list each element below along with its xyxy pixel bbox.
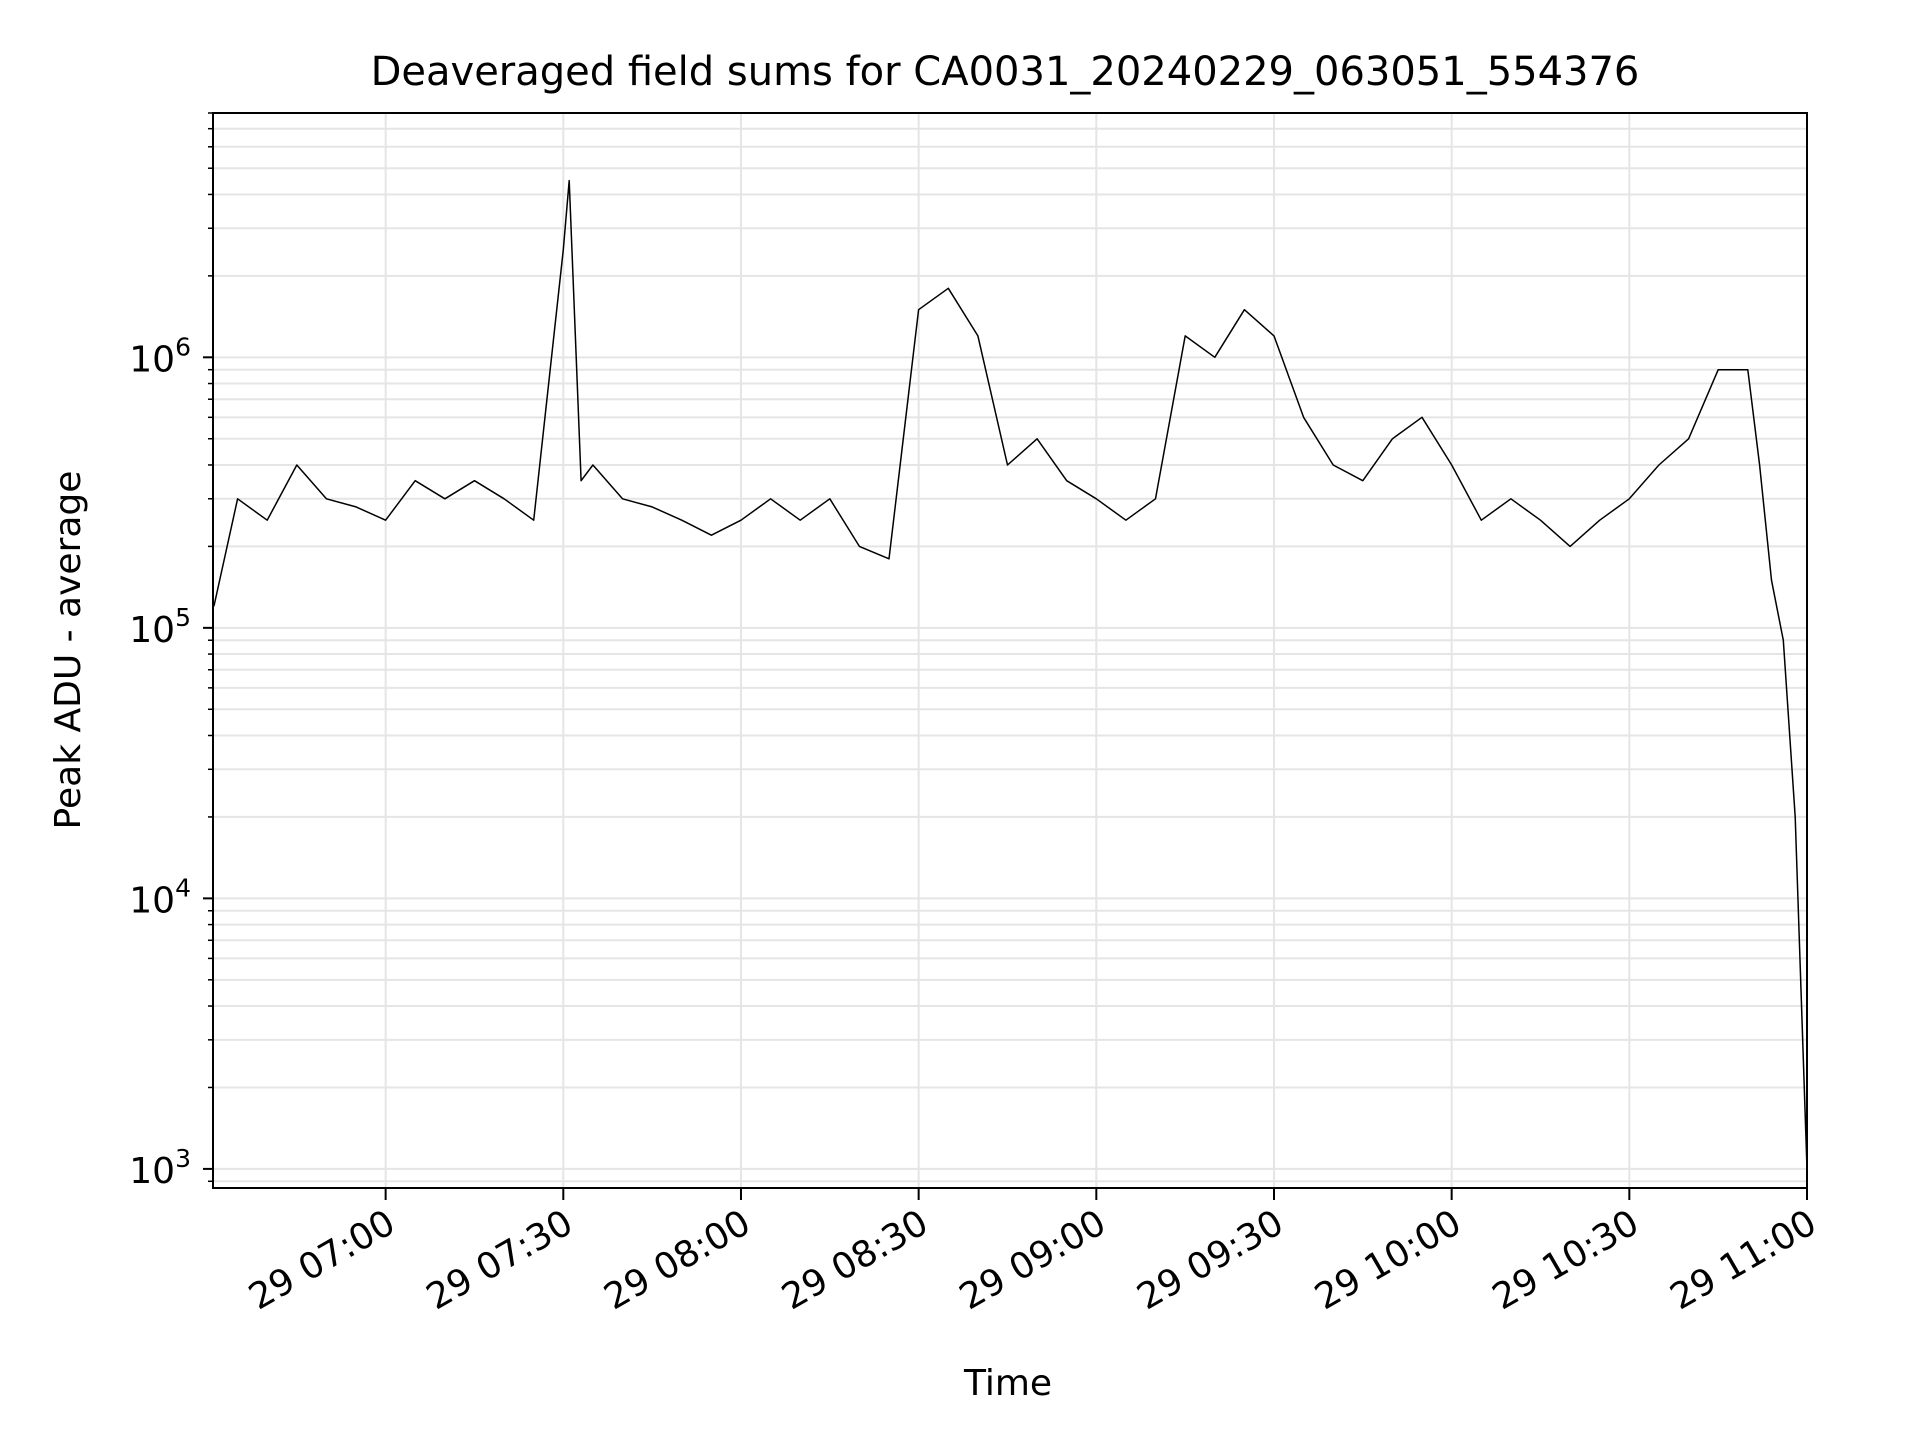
series-line [213, 179, 1808, 1169]
data-line-layer [213, 179, 1808, 1169]
x-axis-label: Time [963, 1363, 1052, 1404]
y-tick-label: 105 [129, 603, 191, 651]
y-axis-ticks: 103 104 105 106 [129, 112, 213, 1192]
y-tick-label: 106 [129, 332, 191, 380]
chart-title: Deaveraged field sums for CA0031_2024022… [371, 49, 1640, 95]
y-tick-label: 103 [129, 1144, 191, 1192]
plot-frame [212, 112, 1808, 1189]
y-axis-label: Peak ADU - average [48, 471, 89, 830]
y-tick-label: 104 [129, 873, 191, 921]
